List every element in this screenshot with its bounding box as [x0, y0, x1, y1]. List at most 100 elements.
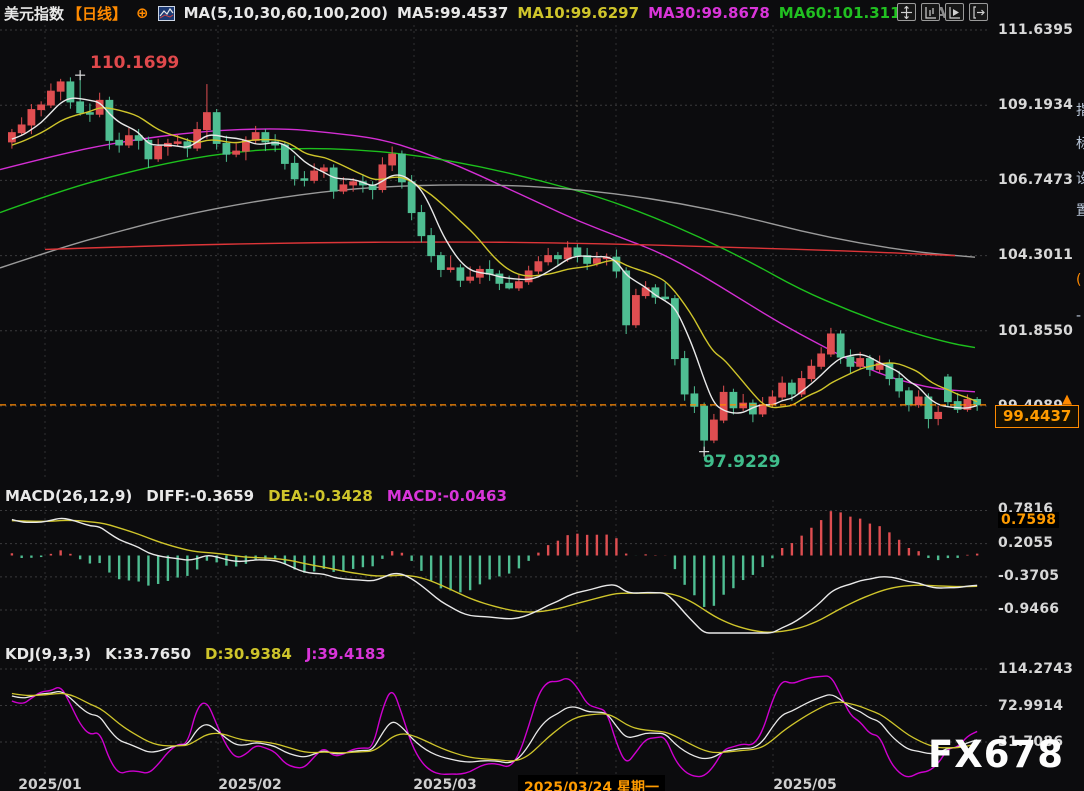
- candle-body: [797, 378, 806, 395]
- low-price-annotation: 97.9229: [703, 452, 781, 472]
- candle-body: [914, 396, 923, 406]
- candle-body: [398, 153, 406, 183]
- axis-label: 111.6395: [998, 22, 1074, 38]
- candle-body: [934, 411, 943, 420]
- candle-body: [622, 270, 631, 326]
- candle-body: [56, 81, 65, 92]
- kdj-title[interactable]: KDJ(9,3,3): [5, 645, 92, 663]
- clipped-glyph: 指: [1076, 103, 1084, 119]
- clipped-glyph: -: [1076, 308, 1082, 324]
- candle-body: [212, 112, 221, 144]
- candle-body: [290, 162, 299, 180]
- candle-body: [807, 365, 816, 380]
- candle-body: [690, 393, 699, 407]
- axis-label: 0.2055: [998, 535, 1054, 551]
- macd-title[interactable]: MACD(26,12,9): [5, 487, 133, 505]
- candle-body: [544, 255, 553, 263]
- chart-toolbar: [897, 3, 988, 21]
- axis-label: 72.9914: [998, 698, 1064, 714]
- ma-line-ma5: [11, 97, 978, 414]
- axis-label: 31.7086: [998, 734, 1064, 750]
- clipped-glyph: 标: [1076, 136, 1084, 152]
- watermark: FX678: [928, 733, 1065, 776]
- candle-body: [612, 256, 621, 272]
- axis-label: 114.2743: [998, 661, 1074, 677]
- candle-body: [515, 281, 523, 289]
- candle-body: [134, 135, 143, 141]
- kdj-k-line: [11, 690, 978, 764]
- pan-chart-icon[interactable]: [897, 3, 916, 21]
- candle-body: [86, 112, 94, 115]
- kdj-k-value: K:33.7650: [105, 645, 192, 663]
- candle-body: [329, 167, 338, 192]
- candle-body: [47, 90, 55, 106]
- candle-body: [349, 181, 358, 186]
- macd-dea-line: [11, 519, 978, 633]
- chart-header: 美元指数 【日线】 ⊕ MA(5,10,30,60,100,200) MA5:9…: [4, 3, 957, 23]
- macd-diff-value: DIFF:-0.3659: [146, 487, 255, 505]
- candle-body: [388, 153, 397, 166]
- axis-label: 106.7473: [998, 172, 1074, 188]
- candle-body: [154, 145, 163, 160]
- add-indicator-icon[interactable]: ⊕: [136, 4, 149, 22]
- candle-body: [905, 390, 913, 406]
- candle-body: [573, 247, 582, 257]
- macd-header: MACD(26,12,9) DIFF:-0.3659 DEA:-0.3428 M…: [5, 487, 507, 505]
- time-axis-label: 2025/01: [18, 777, 82, 791]
- candle-body: [222, 142, 231, 155]
- price-axis[interactable]: 111.6395 109.1934 106.7473 104.3011 101.…: [993, 0, 1084, 791]
- clipped-glyph: (: [1076, 272, 1082, 288]
- ma-config-label[interactable]: MA(5,10,30,60,100,200): [183, 4, 389, 22]
- candle-body: [554, 255, 562, 260]
- candle-body: [719, 391, 728, 421]
- candle-body: [27, 109, 36, 126]
- auto-scale-play-icon[interactable]: [945, 3, 964, 21]
- clipped-glyph: 置: [1076, 203, 1084, 219]
- candle-body: [495, 273, 504, 284]
- ma-line-ma200: [44, 241, 956, 257]
- candle-body: [339, 184, 348, 192]
- ma-line-ma10: [11, 107, 978, 409]
- indicator-chart-icon[interactable]: [157, 5, 175, 21]
- candle-body: [856, 358, 865, 367]
- kdj-header: KDJ(9,3,3) K:33.7650 D:30.9384 J:39.4183: [5, 645, 386, 663]
- axis-label: 104.3011: [998, 247, 1074, 263]
- right-edge-clipped-panel: 指 标 设 置 ( -: [1073, 0, 1084, 791]
- period-tag[interactable]: 【日线】: [67, 4, 128, 23]
- macd-diff-line: [11, 517, 978, 634]
- ma10-value: MA10:99.6297: [517, 4, 640, 22]
- candle-body: [261, 132, 270, 143]
- clipped-glyph: 设: [1076, 171, 1084, 187]
- ma30-value: MA30:99.8678: [648, 4, 770, 22]
- ma-line-ma60: [0, 147, 976, 349]
- candle-body: [105, 99, 114, 141]
- jump-to-latest-icon[interactable]: ▲: [1062, 392, 1072, 407]
- kdj-j-value: J:39.4183: [305, 645, 386, 663]
- candle-body: [446, 267, 455, 270]
- candle-body: [700, 405, 709, 441]
- axis-label: 109.1934: [998, 97, 1074, 113]
- candle-body: [37, 104, 46, 111]
- instrument-title: 美元指数: [4, 4, 65, 23]
- y-axis-scale-icon[interactable]: [921, 3, 940, 21]
- candle-body: [895, 378, 904, 392]
- candle-body: [173, 141, 182, 144]
- crosshair-date-label: 2025/03/24 星期一: [518, 775, 666, 791]
- axis-label: -0.9466: [998, 601, 1060, 617]
- candle-body: [407, 181, 416, 214]
- candle-body: [866, 358, 874, 370]
- candle-body: [671, 298, 679, 360]
- axis-label: 101.8550: [998, 323, 1074, 339]
- candle-body: [193, 129, 202, 149]
- macd-highlighted-axis-value: 0.7598: [998, 512, 1060, 528]
- time-axis-label: 2025/05: [773, 777, 837, 791]
- exit-view-icon[interactable]: [969, 3, 988, 21]
- candle-body: [144, 139, 153, 160]
- kdj-d-value: D:30.9384: [205, 645, 292, 663]
- axis-label: -0.3705: [998, 568, 1060, 584]
- candle-body: [710, 419, 718, 441]
- candle-body: [417, 212, 426, 237]
- candle-body: [563, 247, 572, 260]
- candle-body: [661, 296, 670, 300]
